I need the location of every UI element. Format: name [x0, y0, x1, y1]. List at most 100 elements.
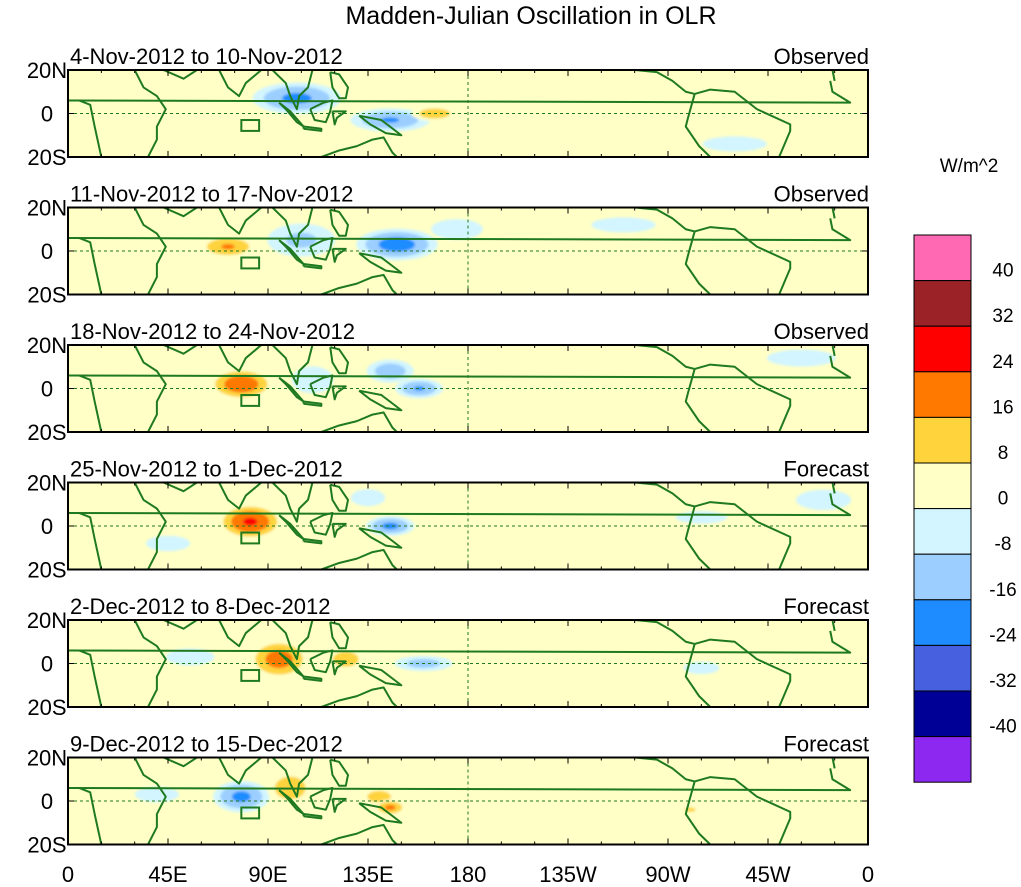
coastline: [684, 93, 711, 157]
coastline: [309, 374, 334, 399]
coastline: [68, 757, 167, 845]
coastline: [329, 483, 349, 512]
panel-status-label: Observed: [774, 44, 869, 69]
panel-period-label: 4-Nov-2012 to 10-Nov-2012: [70, 44, 343, 69]
anomaly-contour: [134, 786, 179, 803]
colorbar-level-label: -32: [989, 671, 1016, 692]
coastline: [218, 620, 262, 648]
coastline: [320, 136, 398, 157]
coastline: [694, 226, 792, 295]
coastline: [329, 71, 349, 100]
colorbar-swatch: [913, 508, 972, 555]
y-tick-label: 20N: [27, 333, 67, 358]
coastline: [302, 813, 323, 820]
y-tick-label: 20N: [27, 471, 67, 496]
anomaly-blob: [217, 503, 284, 540]
anomaly-contour: [675, 511, 727, 524]
panel-status-label: Observed: [774, 182, 869, 207]
y-tick-label: 20S: [27, 283, 66, 308]
colorbar-swatch: [913, 280, 972, 327]
colorbar-swatch: [913, 462, 972, 510]
anomaly-contour: [291, 366, 334, 394]
coastline: [163, 757, 198, 768]
y-tick-label: 0: [41, 377, 53, 402]
panel: 20N 0 20S 25-Nov-2012 to 1-Dec-2012 Forecast: [27, 457, 869, 583]
anomaly-blob: [114, 140, 155, 157]
colorbar-level-label: -8: [995, 534, 1012, 555]
anomaly-blob: [395, 378, 443, 399]
coastline: [331, 522, 347, 538]
coastline: [218, 70, 262, 98]
coastline: [331, 797, 347, 813]
coastline: [694, 88, 792, 157]
coastline: [831, 70, 836, 82]
coastline: [831, 207, 836, 219]
coastline: [309, 99, 334, 124]
y-tick-label: 20S: [27, 833, 66, 858]
coastline: [358, 252, 403, 274]
anomaly-contour: [578, 645, 625, 656]
y-tick-label: 20S: [27, 420, 66, 445]
coastline: [309, 511, 334, 536]
coastline: [331, 385, 347, 401]
colorbar: 40 32 24 16 8 0 -8 -16 -24 -32 -40: [913, 234, 1017, 783]
coastline: [68, 493, 852, 517]
colorbar-swatch: [913, 553, 972, 601]
anomaly-blob: [257, 278, 302, 294]
coastline: [358, 389, 403, 412]
coastline: [694, 501, 792, 570]
anomaly-contour: [702, 136, 767, 152]
coastline: [163, 620, 198, 630]
colorbar-swatch: [913, 599, 972, 646]
reference-box: [240, 531, 261, 545]
anomaly-contour: [796, 489, 852, 511]
colorbar-level-label: 8: [998, 443, 1009, 464]
anomaly-contour: [221, 244, 235, 250]
coastline: [68, 345, 167, 432]
colorbar-level-label: -40: [989, 717, 1016, 738]
anomaly-blob: [683, 661, 720, 675]
y-tick-label: 20N: [27, 608, 67, 633]
coastline: [329, 208, 349, 237]
anomaly-blob: [350, 489, 386, 507]
panel-period-label: 11-Nov-2012 to 17-Nov-2012: [70, 182, 353, 207]
coastline: [68, 355, 852, 379]
panel-period-label: 25-Nov-2012 to 1-Dec-2012: [70, 457, 343, 482]
panel-stack: 20N 0 20S 4-Nov-2012 to 10-Nov-2012 Observed…: [27, 44, 869, 858]
coastlines: [68, 620, 852, 707]
panel: 20N 0 20S 4-Nov-2012 to 10-Nov-2012 Observed: [27, 44, 869, 170]
anomaly-contour: [381, 117, 400, 123]
reference-box: [240, 119, 261, 132]
coastline: [358, 802, 403, 824]
coastline: [320, 823, 398, 845]
coastline: [684, 781, 711, 845]
reference-box: [240, 256, 261, 270]
anomaly-blob: [350, 108, 430, 132]
y-tick-label: 20N: [27, 58, 67, 83]
panel: 20N 0 20S 9-Dec-2012 to 15-Dec-2012 Forecast: [27, 732, 869, 858]
colorbar-level-label: 16: [992, 397, 1013, 418]
coastline: [271, 757, 314, 798]
colorbar-level-label: -16: [989, 580, 1016, 601]
coastline: [271, 345, 314, 386]
x-tick-label: 0: [862, 862, 874, 887]
panel-period-label: 18-Nov-2012 to 24-Nov-2012: [70, 319, 355, 344]
coastline: [68, 70, 167, 157]
coastline: [634, 620, 695, 645]
anomaly-contour: [114, 140, 155, 157]
colorbar-swatch: [913, 234, 972, 282]
anomaly-blob: [267, 223, 336, 257]
anomaly-contour: [766, 349, 836, 367]
coastline: [831, 345, 836, 357]
coastline: [684, 231, 711, 295]
panel-period-label: 9-Dec-2012 to 15-Dec-2012: [70, 732, 343, 757]
coastlines: [68, 757, 852, 845]
y-tick-label: 20N: [27, 196, 67, 221]
coastline: [163, 207, 198, 218]
coastline: [68, 218, 852, 242]
anomaly-contour: [286, 232, 317, 248]
x-tick-label: 90E: [248, 862, 287, 887]
coastline: [218, 345, 262, 373]
coastline: [831, 620, 836, 632]
coastlines: [68, 482, 852, 570]
